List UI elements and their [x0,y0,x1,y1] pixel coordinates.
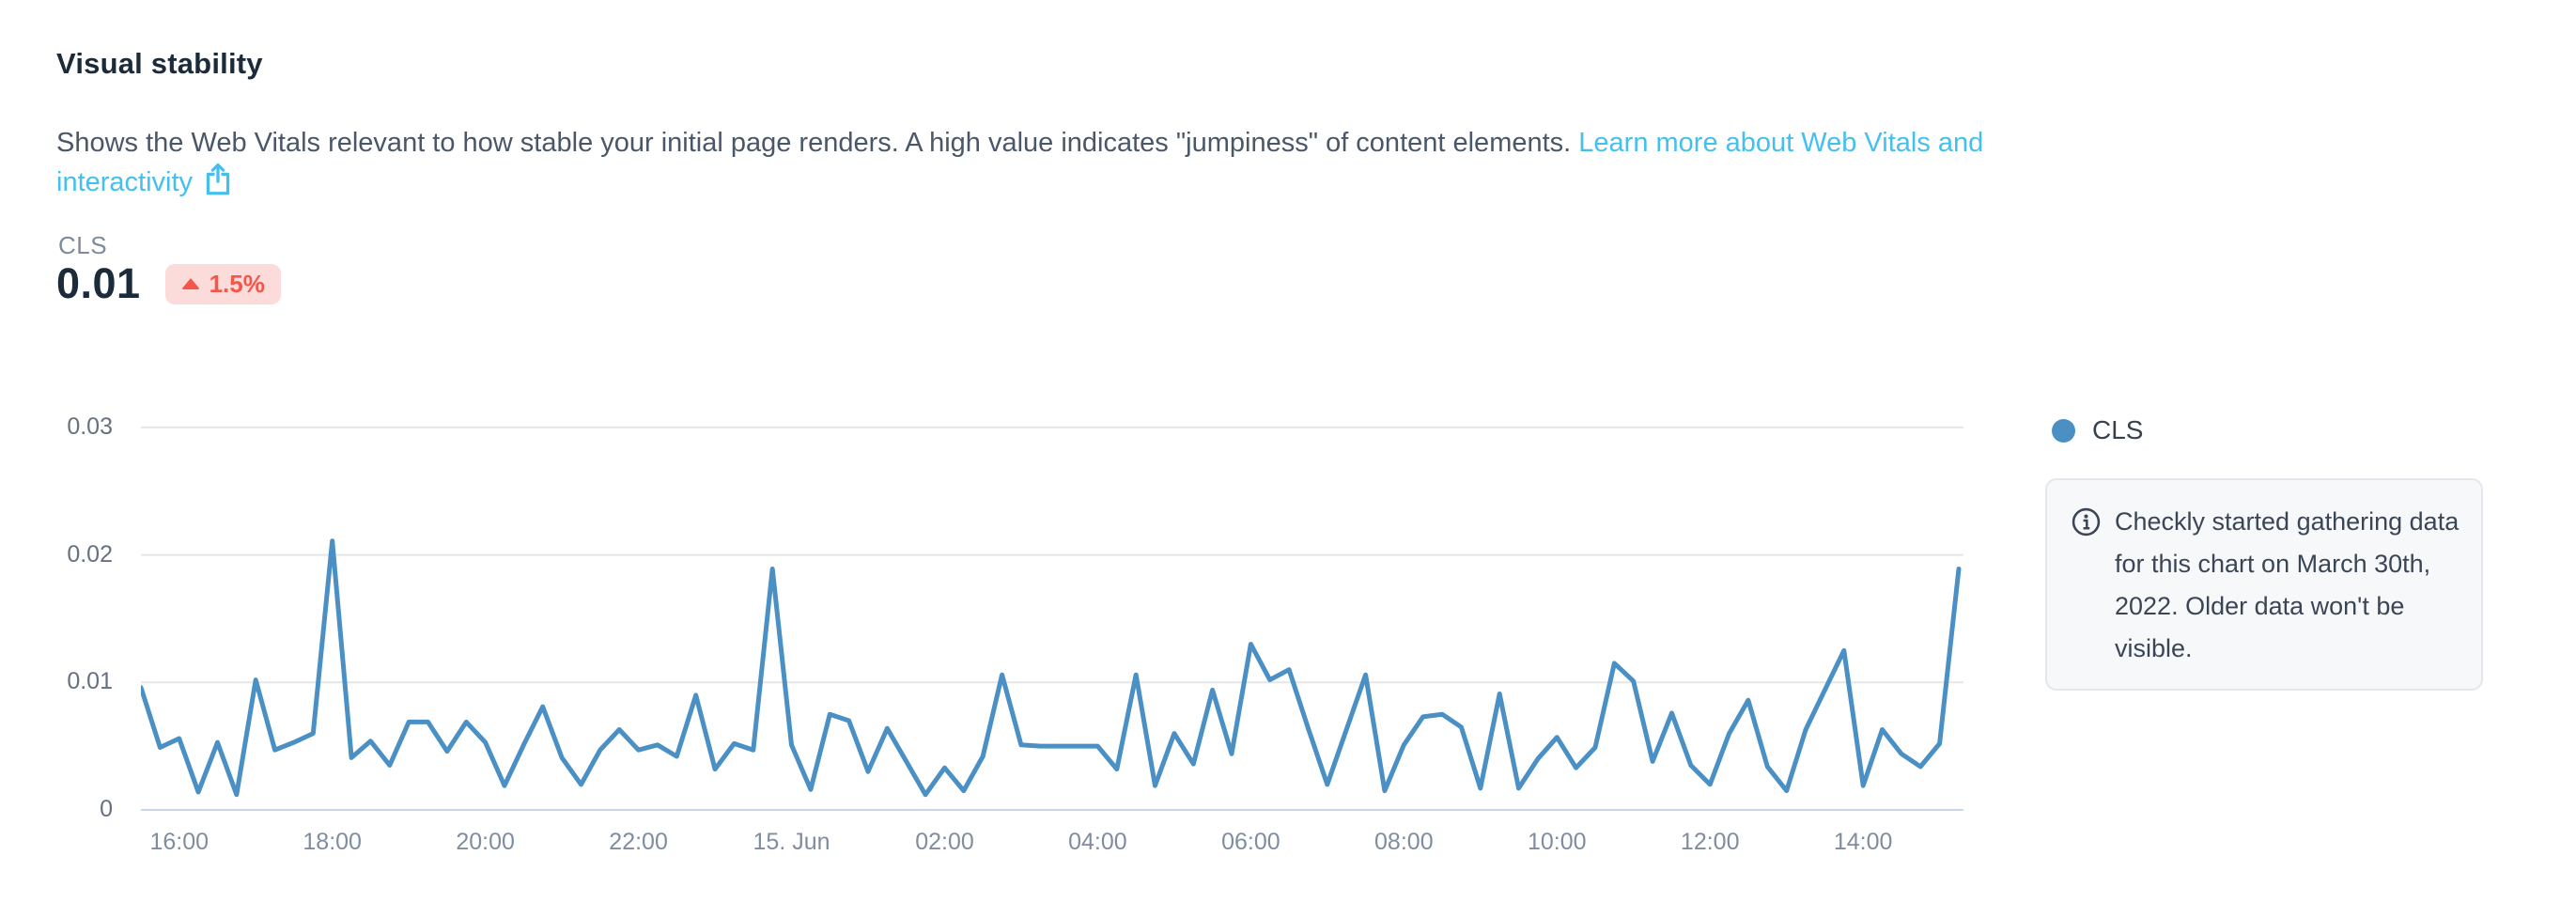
metric-value: 0.01 [56,259,141,307]
info-icon [2072,507,2101,537]
metric-change-value: 1.5% [209,269,265,298]
x-axis-label-12:00: 12:00 [1680,829,1740,855]
y-axis-label-0.01: 0.01 [67,668,113,695]
x-axis-label-22:00: 22:00 [609,829,668,855]
legend-item-cls[interactable]: CLS [2052,415,2143,445]
x-axis-label-08:00: 08:00 [1374,829,1434,855]
section-description: Shows the Web Vitals relevant to how sta… [56,125,2001,201]
page-title: Visual stability [56,46,263,80]
cls-series-line[interactable] [141,538,1962,798]
legend-dot-icon [2052,418,2075,443]
x-axis-label-10:00: 10:00 [1527,829,1587,855]
x-axis-label-06:00: 06:00 [1221,829,1280,855]
legend-label: CLS [2092,415,2144,444]
y-axis-label-0: 0 [100,796,113,822]
x-axis-label-18:00: 18:00 [303,829,362,855]
x-axis-label-16:00: 16:00 [149,829,209,855]
info-text: Checkly started gathering data for this c… [2115,507,2460,662]
x-axis-label-15. Jun: 15. Jun [753,829,830,855]
x-axis-label-02:00: 02:00 [915,829,974,855]
metric-change-badge: 1.5% [164,263,281,304]
cls-line-chart[interactable] [141,404,1963,836]
external-link-icon [206,163,230,195]
y-axis-label-0.03: 0.03 [67,412,113,440]
metric-label: CLS [58,231,108,259]
cls-metric: 0.01 1.5% [56,259,281,308]
info-note: Checkly started gathering data for this c… [2045,478,2483,691]
y-axis-label-0.02: 0.02 [67,540,113,568]
x-axis-label-04:00: 04:00 [1068,829,1127,855]
x-axis-label-20:00: 20:00 [456,829,515,855]
x-axis-label-14:00: 14:00 [1833,829,1893,855]
description-text: Shows the Web Vitals relevant to how sta… [56,128,1572,158]
arrow-up-icon [180,278,200,289]
learn-more-link[interactable]: Learn more about Web Vitals and interact… [56,128,1984,197]
